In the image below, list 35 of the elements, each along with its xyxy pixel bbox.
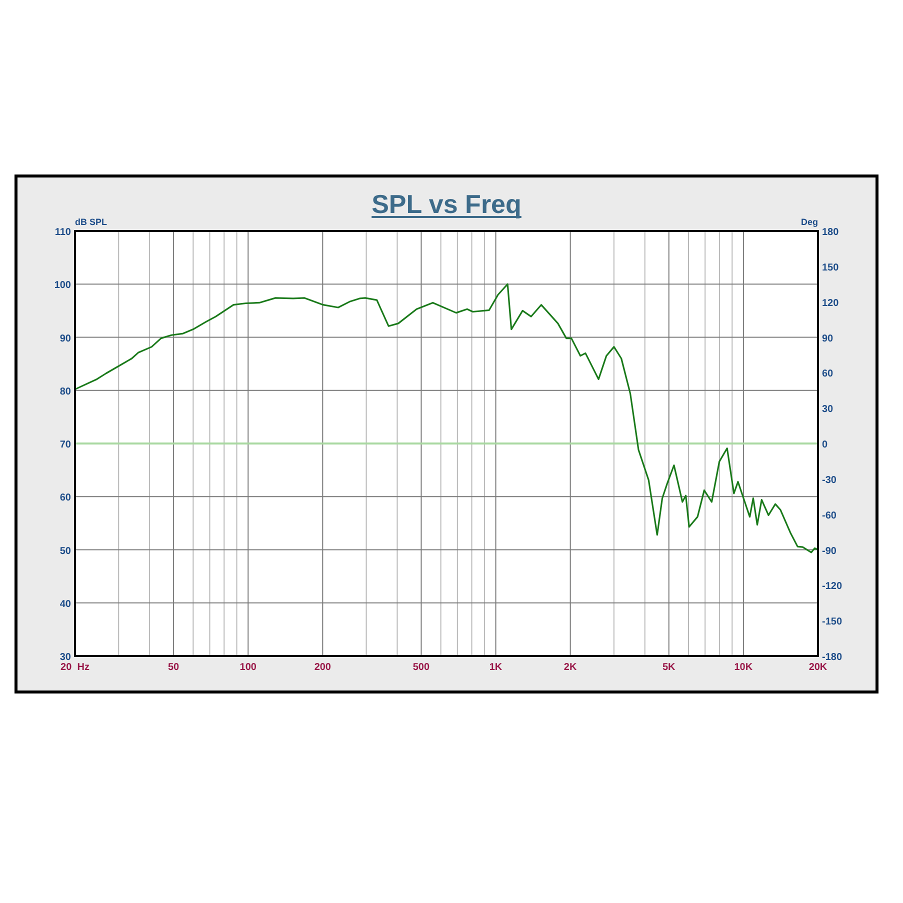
chart-title: SPL vs Freq [372,189,522,219]
x-tick-label: 10K [734,662,754,673]
y2-tick-label: -180 [822,652,842,663]
y-tick-label: 110 [54,227,72,238]
x-tick-label: 500 [412,662,430,673]
y2-tick-label: -30 [822,474,837,486]
y-tick-label: 100 [54,280,72,292]
x-tick-label: 100 [240,662,257,673]
y-tick-label: 70 [60,440,72,450]
y2-axis-title: Deg [800,217,818,227]
y-axis-title: dB SPL [75,217,108,227]
y-tick-label: 40 [60,598,72,610]
y2-tick-label: -60 [822,510,837,522]
y-tick-label: 50 [60,546,72,557]
x-tick-label: 200 [314,662,332,673]
y2-tick-label: 60 [822,368,834,380]
y-tick-label: 30 [60,652,72,663]
x-tick-label: 50 [168,662,180,673]
y2-tick-label: 180 [822,227,840,238]
y2-tick-label: 0 [822,440,828,450]
y2-tick-label: 30 [822,404,834,416]
y2-tick-label: -90 [822,546,837,557]
x-tick-label: 20 Hz [60,662,90,673]
y-tick-label: 80 [60,386,72,398]
x-tick-label: 1K [489,662,503,673]
x-tick-label: 5K [662,662,676,673]
y2-tick-label: -120 [822,581,842,592]
y-tick-label: 90 [60,333,72,344]
y2-tick-label: 120 [822,298,840,309]
y-tick-label: 60 [60,492,72,504]
y2-tick-label: 90 [822,333,834,344]
x-tick-label: 2K [564,662,578,673]
y2-tick-label: -150 [822,616,842,628]
x-tick-label: 20K [808,662,828,673]
y2-tick-label: 150 [822,262,840,274]
